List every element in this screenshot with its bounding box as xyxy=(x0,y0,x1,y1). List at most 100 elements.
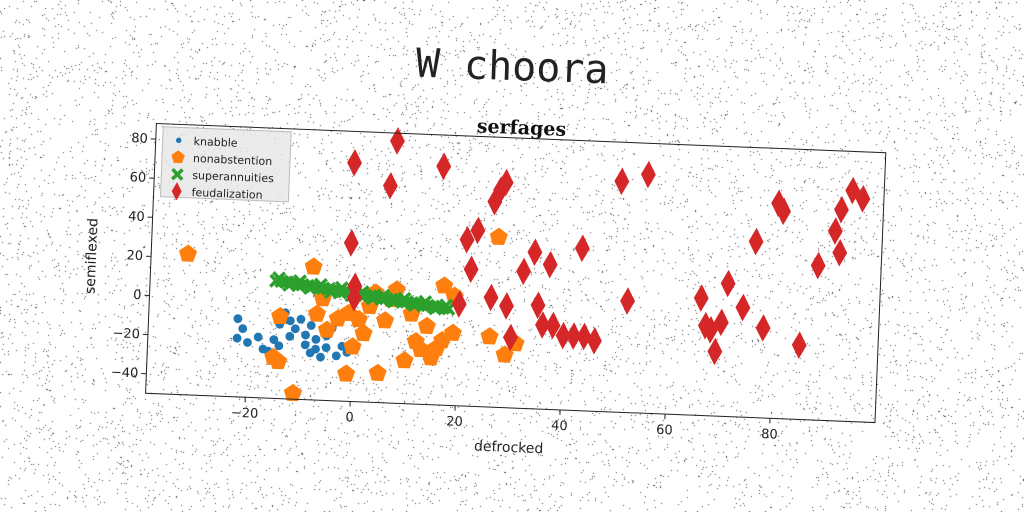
data-point-feudalization xyxy=(503,323,518,352)
data-point-superannuities xyxy=(365,291,380,306)
data-point-knabble xyxy=(274,341,284,351)
legend-marker-knabble xyxy=(175,137,182,144)
data-point-feudalization xyxy=(827,217,843,245)
y-tick-label: −40 xyxy=(111,365,139,381)
data-point-nonabstention xyxy=(308,304,327,322)
plot-frame xyxy=(145,122,887,424)
x-tick-label: 40 xyxy=(551,419,568,435)
legend-marker-feudalization xyxy=(171,182,182,201)
data-point-superannuities xyxy=(397,291,412,306)
data-point-feudalization xyxy=(459,225,475,254)
data-point-superannuities xyxy=(418,294,433,310)
data-point-knabble xyxy=(301,330,310,340)
data-point-feudalization xyxy=(703,316,718,344)
y-axis-label: semiflexed xyxy=(83,218,102,295)
x-tick-label: 60 xyxy=(656,423,673,439)
data-point-knabble xyxy=(316,352,325,362)
y-tick-label: 60 xyxy=(129,170,146,186)
data-point-feudalization xyxy=(791,331,807,359)
x-tick-label: −20 xyxy=(231,406,259,422)
data-point-knabble xyxy=(253,332,263,342)
data-point-superannuities xyxy=(292,274,308,289)
data-point-knabble xyxy=(285,331,295,341)
data-point-feudalization xyxy=(545,311,561,340)
data-point-nonabstention xyxy=(264,347,283,366)
data-point-feudalization xyxy=(463,255,479,284)
data-point-feudalization xyxy=(707,337,723,366)
data-point-feudalization xyxy=(516,257,532,286)
y-tick-label: −20 xyxy=(112,326,140,342)
data-point-feudalization xyxy=(535,311,550,339)
data-point-feudalization xyxy=(810,251,826,280)
data-point-knabble xyxy=(321,343,331,353)
data-point-nonabstention xyxy=(317,320,336,338)
legend: knabble nonabstentionsuperannuitiesfeudal… xyxy=(159,126,292,203)
data-point-feudalization xyxy=(470,216,486,245)
data-point-feudalization xyxy=(499,292,514,320)
data-point-superannuities xyxy=(282,277,297,293)
data-point-knabble xyxy=(243,338,252,347)
data-point-feudalization xyxy=(748,227,764,256)
data-point-feudalization xyxy=(343,229,359,257)
data-point-feudalization xyxy=(713,308,729,337)
data-point-feudalization xyxy=(527,238,543,267)
x-axis-label: defrocked xyxy=(474,438,544,457)
data-point-superannuities xyxy=(313,277,328,292)
data-point-knabble xyxy=(238,324,248,334)
x-axis: −20 0 20 40 60 80 xyxy=(231,397,778,443)
y-tick-label: 80 xyxy=(131,131,148,147)
legend-label: superannuities xyxy=(192,169,274,185)
y-axis: −40 −20 0 20 40 60 80 xyxy=(111,131,156,381)
data-point-superannuities xyxy=(302,281,318,296)
data-point-feudalization xyxy=(346,284,362,312)
legend-label: nonabstention xyxy=(193,152,273,168)
data-point-superannuities xyxy=(386,294,401,309)
legend-marker-nonabstention xyxy=(171,150,185,164)
data-point-feudalization xyxy=(576,322,592,351)
data-point-feudalization xyxy=(586,327,602,355)
data-point-feudalization xyxy=(640,160,656,189)
data-point-nonabstention xyxy=(354,323,373,342)
data-point-feudalization xyxy=(555,321,571,350)
plot-area xyxy=(179,127,871,402)
data-point-nonabstention xyxy=(417,316,436,335)
data-point-feudalization xyxy=(436,152,452,181)
data-point-feudalization xyxy=(382,171,398,200)
data-point-feudalization xyxy=(614,167,630,196)
data-point-knabble xyxy=(290,324,300,334)
data-point-knabble xyxy=(311,334,321,344)
data-point-nonabstention xyxy=(376,311,395,329)
y-tick-label: 20 xyxy=(126,248,143,264)
data-point-nonabstention xyxy=(480,327,499,345)
data-point-superannuities xyxy=(428,301,443,316)
legend-marker-superannuities xyxy=(170,167,184,181)
data-point-nonabstention xyxy=(443,323,462,342)
data-point-knabble xyxy=(306,321,316,330)
data-point-nonabstention xyxy=(395,351,414,369)
data-point-knabble xyxy=(300,340,310,350)
data-point-feudalization xyxy=(530,291,546,320)
data-point-knabble xyxy=(331,351,341,361)
data-point-nonabstention xyxy=(368,363,387,382)
data-point-feudalization xyxy=(451,290,467,318)
series-superannuities xyxy=(269,271,456,316)
legend-label: knabble xyxy=(193,135,238,150)
data-point-superannuities xyxy=(438,298,454,313)
data-point-feudalization xyxy=(720,269,736,298)
data-point-feudalization xyxy=(498,168,514,197)
legend-box xyxy=(159,126,292,203)
data-point-feudalization xyxy=(620,287,635,315)
data-point-superannuities xyxy=(271,271,287,286)
data-point-nonabstention xyxy=(337,364,356,382)
x-tick-label: 0 xyxy=(345,410,354,425)
x-tick-label: 80 xyxy=(761,427,778,443)
data-point-feudalization xyxy=(390,127,405,155)
y-tick-label: 0 xyxy=(133,288,142,303)
data-point-feudalization xyxy=(855,185,871,213)
data-point-nonabstention xyxy=(435,276,454,294)
data-point-feudalization xyxy=(834,195,849,224)
data-point-superannuities xyxy=(334,280,349,296)
data-point-nonabstention xyxy=(343,337,362,355)
